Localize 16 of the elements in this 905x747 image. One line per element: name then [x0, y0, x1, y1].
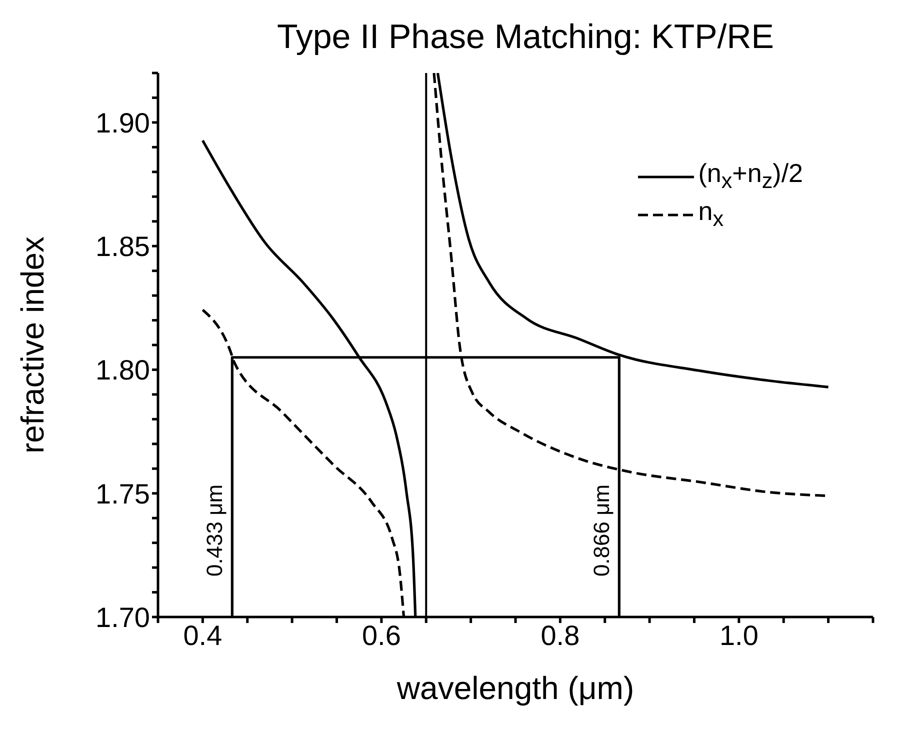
y-tick-label: 1.85: [96, 231, 150, 262]
y-tick-label: 1.70: [96, 602, 150, 633]
annotation: 0.866 μm: [589, 484, 614, 577]
x-tick-label: 1.0: [719, 620, 758, 651]
x-tick-label: 0.6: [362, 620, 401, 651]
x-tick-label: 0.8: [540, 620, 580, 651]
y-axis-title: refractive index: [14, 236, 50, 454]
chart-title: Type II Phase Matching: KTP/RE: [276, 17, 775, 57]
y-tick-label: 1.80: [96, 354, 150, 386]
x-axis-title: wavelength (μm): [396, 670, 634, 706]
y-tick-label: 1.75: [96, 478, 150, 510]
legend-label: (n$_{x}$+n$_{z}$)/2: [698, 158, 803, 196]
annotation: 0.433 μm: [202, 484, 228, 577]
y-tick-label: 1.90: [96, 107, 150, 138]
x-tick-label: 0.4: [183, 620, 222, 651]
legend-label: n$_{x}$: [698, 196, 724, 234]
